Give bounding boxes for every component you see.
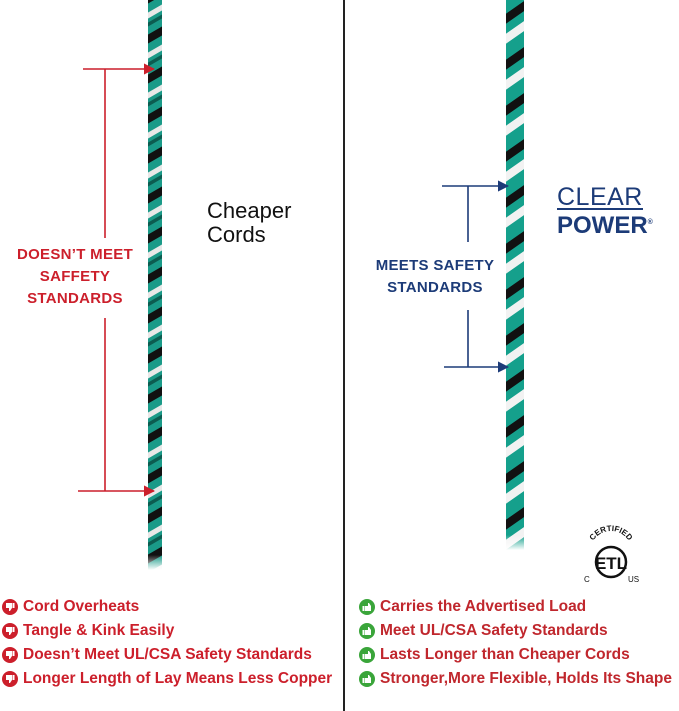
registered-mark: ® — [647, 219, 653, 226]
logo-line1: CLEAR — [557, 183, 643, 211]
callout-line: STANDARDS — [387, 279, 483, 296]
thumbs-down-icon — [2, 623, 18, 639]
thumbs-up-icon — [359, 599, 375, 615]
list-item: Tangle & Kink Easily — [2, 619, 332, 643]
item-text: Cord Overheats — [23, 598, 140, 615]
certified-text: CERTIFIED — [588, 524, 635, 542]
thumbs-down-icon — [2, 599, 18, 615]
thumbs-up-icon — [359, 671, 375, 687]
cheaper-cords-heading: Cheaper Cords — [207, 199, 291, 247]
list-item: Carries the Advertised Load — [359, 595, 672, 619]
callout-line: DOESN’T MEET — [16, 246, 134, 263]
callout-line: MEETS SAFETY — [375, 257, 495, 274]
item-text: Doesn’t Meet UL/CSA Safety Standards — [23, 646, 312, 663]
heading-line: Cheaper — [207, 198, 292, 223]
left-measure-arrows — [78, 63, 156, 497]
list-item: Doesn’t Meet UL/CSA Safety Standards — [2, 643, 332, 667]
item-text: Stronger,More Flexible, Holds Its Shape — [380, 670, 672, 687]
logo-power: POWER — [557, 212, 648, 239]
thumbs-down-icon — [2, 647, 18, 663]
heading-line: Cords — [207, 222, 266, 247]
list-item: Longer Length of Lay Means Less Copper — [2, 667, 332, 691]
item-text: Lasts Longer than Cheaper Cords — [380, 646, 630, 663]
item-text: Longer Length of Lay Means Less Copper — [23, 670, 333, 687]
cheap-cord-drawbacks: Cord Overheats Tangle & Kink Easily Does… — [2, 595, 332, 691]
item-text: Carries the Advertised Load — [380, 598, 587, 615]
cords-illustration — [78, 0, 526, 570]
clearpower-benefits: Carries the Advertised Load Meet UL/CSA … — [359, 595, 672, 691]
etl-certified-logo: CERTIFIED ETL C US — [584, 524, 639, 584]
thumbs-down-icon — [2, 671, 18, 687]
logo-line2: POWER® — [557, 210, 653, 239]
thumbs-up-icon — [359, 647, 375, 663]
callout-line: SAFFETY — [39, 268, 111, 285]
clear-power-logo: CLEAR POWER® — [557, 183, 653, 239]
cert-c: C — [584, 575, 590, 584]
divider — [343, 0, 345, 711]
item-text: Tangle & Kink Easily — [23, 622, 175, 639]
svg-text:CERTIFIED: CERTIFIED — [588, 524, 635, 542]
meets-safety-callout: MEETS SAFETY STANDARDS — [365, 255, 505, 299]
list-item: Cord Overheats — [2, 595, 332, 619]
etl-mark: ETL — [595, 554, 627, 573]
clearpower-cord — [504, 0, 526, 550]
list-item: Meet UL/CSA Safety Standards — [359, 619, 672, 643]
cert-us: US — [628, 575, 639, 584]
doesnt-meet-callout: DOESN’T MEET SAFFETY STANDARDS — [0, 244, 150, 310]
thumbs-up-icon — [359, 623, 375, 639]
callout-line: STANDARDS — [27, 290, 123, 307]
list-item: Lasts Longer than Cheaper Cords — [359, 643, 672, 667]
list-item: Stronger,More Flexible, Holds Its Shape — [359, 667, 672, 691]
right-measure-arrows — [442, 180, 510, 373]
item-text: Meet UL/CSA Safety Standards — [380, 622, 608, 639]
